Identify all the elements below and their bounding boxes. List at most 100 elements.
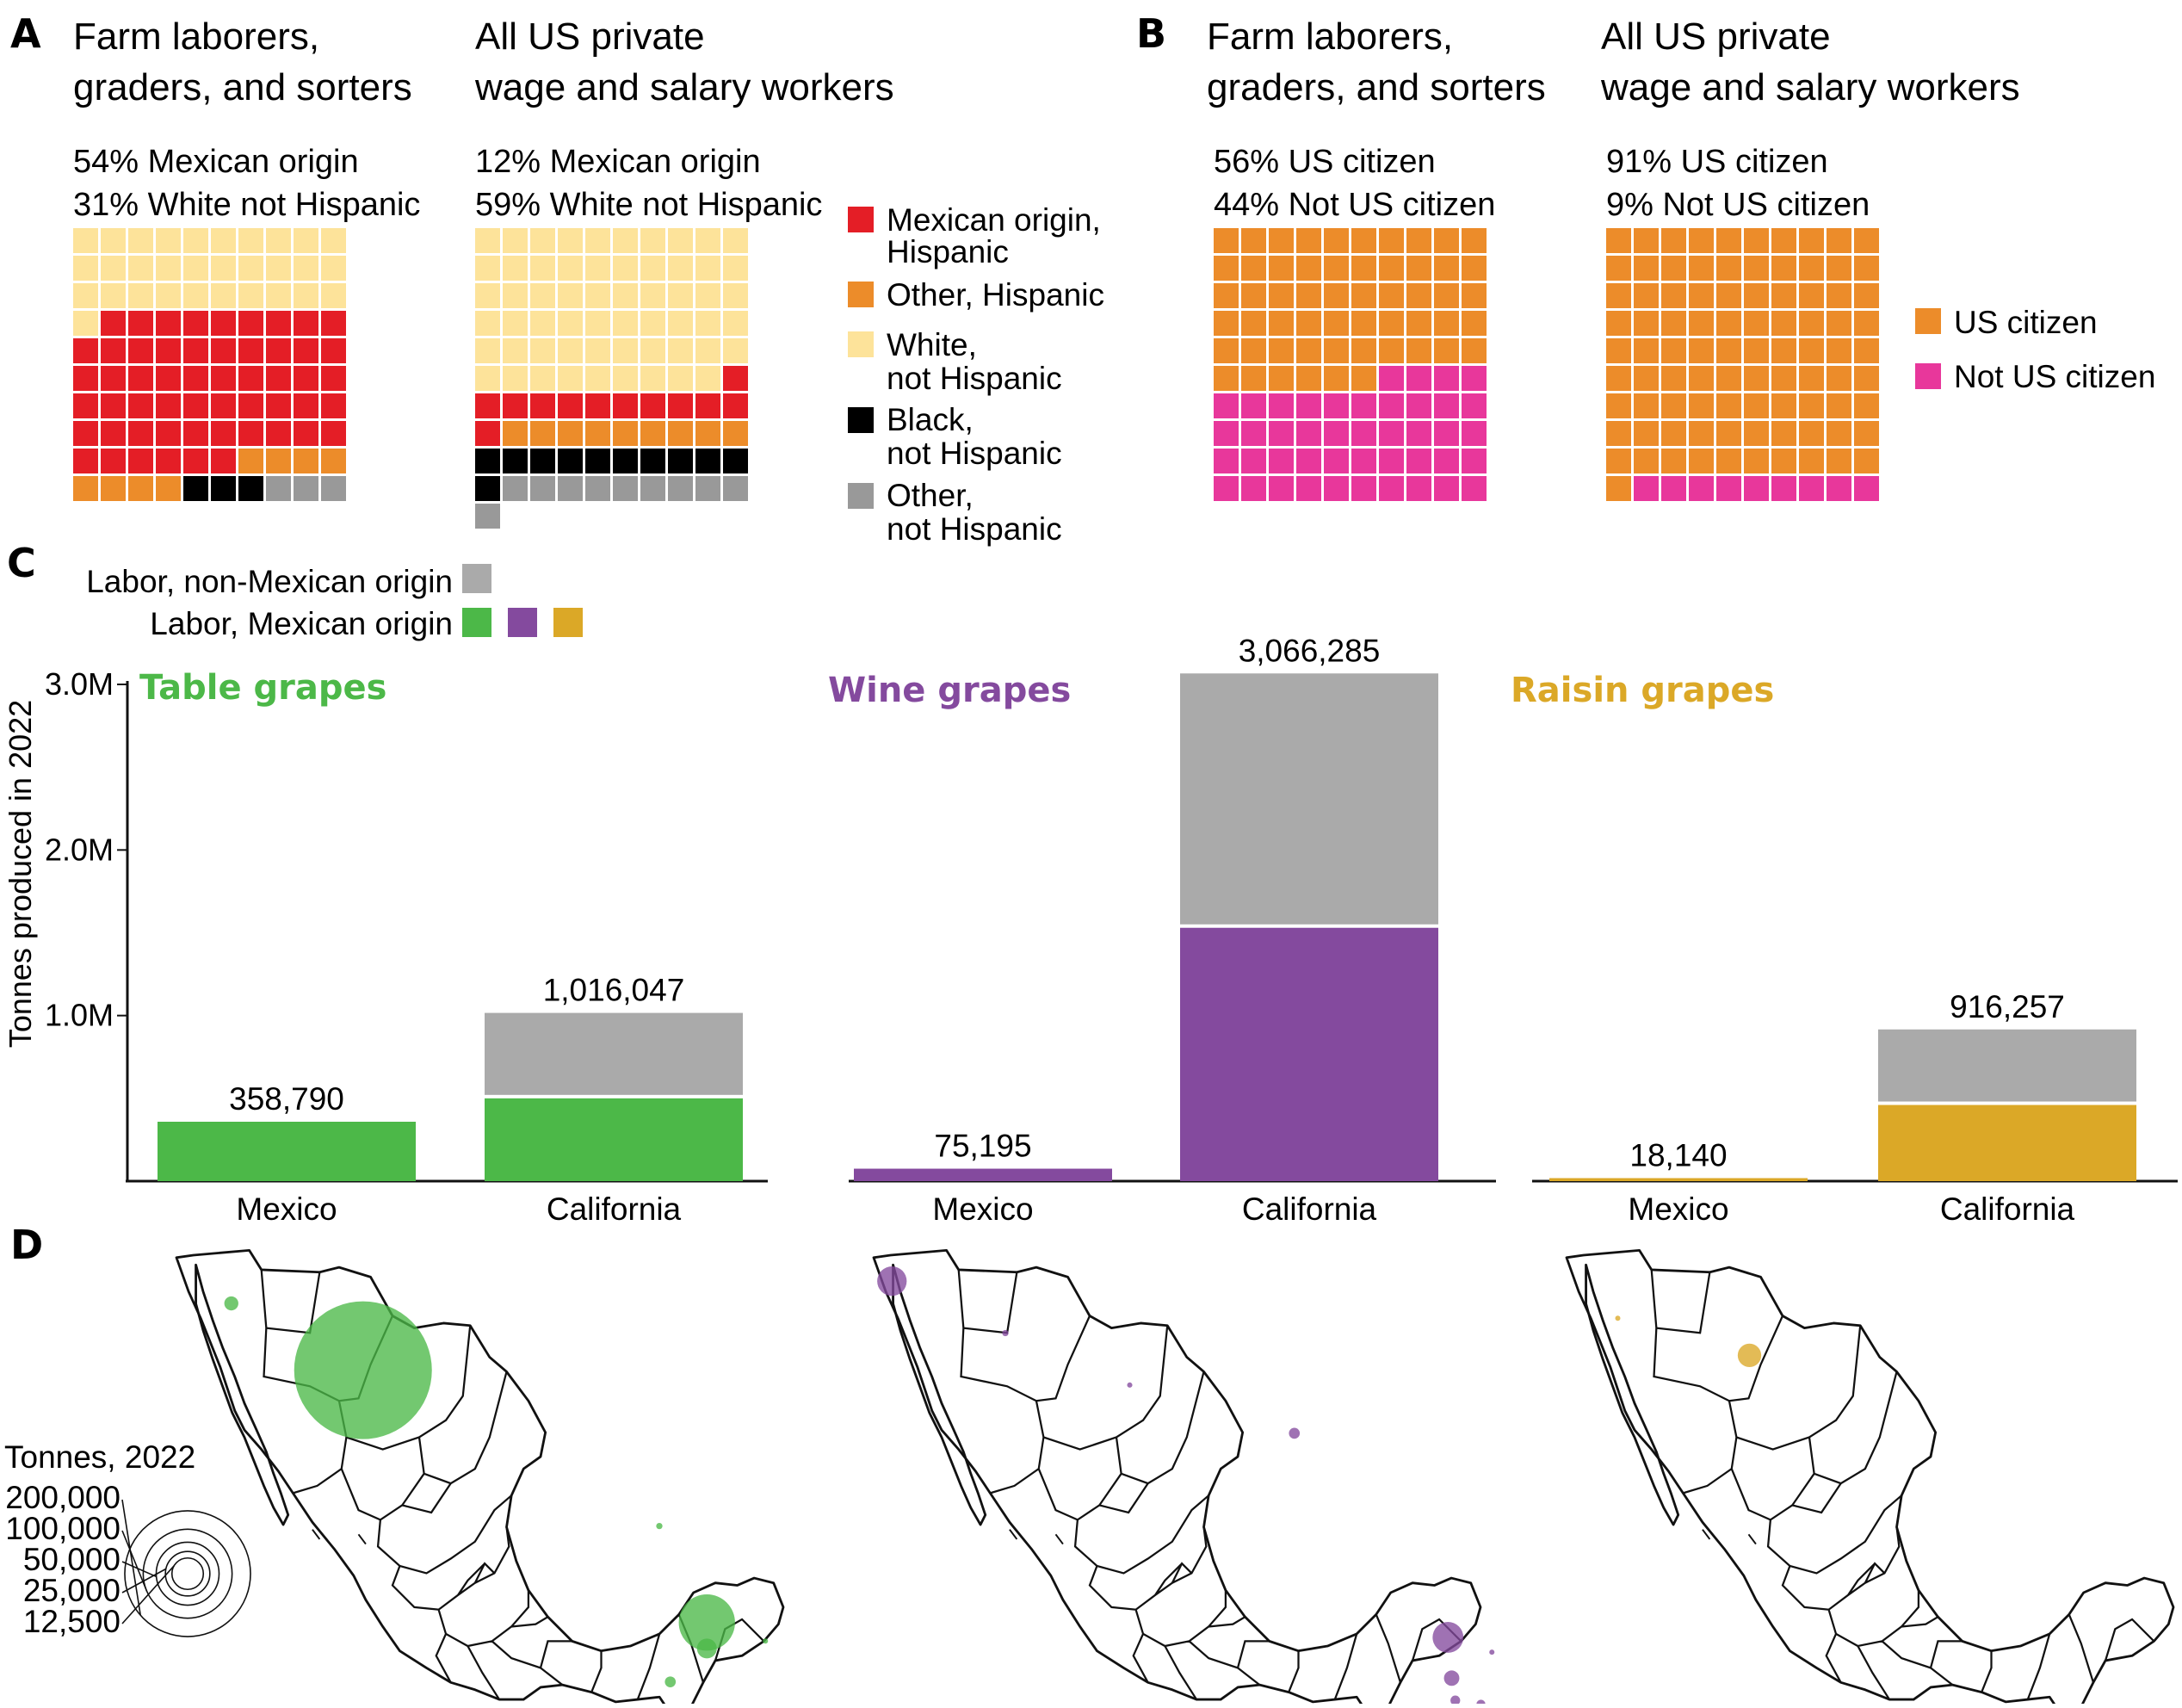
panel-title-table-grapes: Table grapes — [139, 668, 386, 708]
waffle-cell-noncitizen — [1214, 393, 1239, 418]
waffle-cell-citizen — [1661, 338, 1686, 363]
legend-swatch-mexican-origin — [848, 207, 874, 232]
panel-title-wine-grapes: Wine grapes — [828, 671, 1071, 710]
waffle-cell-noncitizen — [1744, 476, 1769, 501]
waffle-cell-mexican — [101, 366, 126, 391]
waffle-cell-mexican — [238, 338, 263, 363]
waffle-cell-citizen — [1827, 338, 1851, 363]
waffle-a2-stat-line1: 12% Mexican origin — [475, 144, 761, 180]
waffle-b2-stat-line1: 91% US citizen — [1606, 144, 1828, 180]
waffle-cell-white — [613, 283, 638, 308]
waffle-cell-citizen — [1661, 283, 1686, 308]
waffle-cell-mexican — [73, 366, 98, 391]
bubble-wine-grapes — [1002, 1329, 1009, 1337]
waffle-a2-title-line1: All US private — [475, 15, 705, 58]
waffle-cell-white — [101, 228, 126, 253]
legend-other-line2: not Hispanic — [887, 511, 1062, 547]
waffle-cell-black — [668, 449, 693, 473]
waffle-cell-white — [668, 228, 693, 253]
waffle-cell-citizen — [1269, 338, 1294, 363]
waffle-cell-white — [723, 228, 748, 253]
waffle-cell-citizen — [1296, 256, 1321, 281]
x-category-label: California — [1242, 1191, 1377, 1227]
bubble-wine-grapes — [877, 1266, 907, 1296]
waffle-cell-mexican — [101, 449, 126, 473]
x-category-label: California — [547, 1191, 682, 1227]
x-category-label: California — [1940, 1191, 2075, 1227]
waffle-cell-mexican — [238, 366, 263, 391]
waffle-cell-white — [503, 338, 528, 363]
waffle-cell-noncitizen — [1661, 476, 1686, 501]
waffle-cell-citizen — [1296, 283, 1321, 308]
bubble-wine-grapes — [1432, 1622, 1464, 1653]
waffle-cell-noncitizen — [1716, 476, 1741, 501]
bubble-table-grapes — [678, 1594, 735, 1651]
legend-black-line2: not Hispanic — [887, 436, 1062, 471]
legend-swatch-non-mexican-labor — [462, 564, 491, 593]
waffle-cell-citizen — [1854, 338, 1879, 363]
legend-swatch-mexican-labor-wine — [508, 608, 537, 637]
waffle-cell-citizen — [1324, 256, 1349, 281]
waffle-cell-citizen — [1716, 449, 1741, 473]
waffle-cell-citizen — [1689, 449, 1714, 473]
waffle-cell-other — [668, 476, 693, 501]
waffle-cell-white — [530, 338, 555, 363]
waffle-cell-white — [530, 311, 555, 336]
waffle-cell-noncitizen — [1351, 393, 1376, 418]
waffle-cell-noncitizen — [1269, 449, 1294, 473]
waffle-cell-mexican — [183, 311, 208, 336]
waffle-cell-noncitizen — [1241, 393, 1266, 418]
legend-swatch-other — [848, 483, 874, 509]
size-legend-leader — [121, 1561, 157, 1578]
waffle-cell-citizen — [1771, 393, 1796, 418]
waffle-cell-white — [723, 256, 748, 281]
waffle-cell-citizen — [1214, 338, 1239, 363]
waffle-cell-citizen — [1634, 256, 1659, 281]
waffle-cell-citizen — [1799, 449, 1824, 473]
size-legend-leader — [121, 1568, 167, 1594]
waffle-a1-grid — [73, 228, 346, 501]
waffle-cell-black — [238, 476, 263, 501]
waffle-cell-citizen — [1406, 338, 1431, 363]
waffle-cell-black — [695, 449, 720, 473]
legend-other-line1: Other, — [887, 478, 974, 513]
waffle-cell-white — [723, 311, 748, 336]
legend-swatch-us-citizen — [1915, 308, 1941, 334]
waffle-cell-citizen — [1744, 228, 1769, 253]
waffle-cell-mexican — [475, 421, 500, 446]
waffle-cell-white — [613, 228, 638, 253]
waffle-cell-citizen — [1689, 421, 1714, 446]
waffle-cell-citizen — [1351, 366, 1376, 391]
waffle-cell-citizen — [1406, 283, 1431, 308]
waffle-cell-white — [101, 256, 126, 281]
waffle-cell-mexican — [294, 338, 318, 363]
waffle-cell-mexican — [73, 421, 98, 446]
waffle-cell-white — [558, 228, 583, 253]
waffle-cell-citizen — [1241, 338, 1266, 363]
waffle-cell-mexican — [128, 393, 153, 418]
waffle-cell-mexican — [183, 338, 208, 363]
waffle-cell-citizen — [1827, 228, 1851, 253]
waffle-cell-citizen — [1661, 449, 1686, 473]
waffle-cell-citizen — [1634, 393, 1659, 418]
waffle-cell-mexican — [640, 393, 665, 418]
waffle-cell-citizen — [1689, 366, 1714, 391]
waffle-cell-black — [723, 449, 748, 473]
waffle-cell-citizen — [1661, 421, 1686, 446]
waffle-cell-other_hispanic — [238, 449, 263, 473]
waffle-cell-white — [723, 283, 748, 308]
waffle-cell-white — [294, 283, 318, 308]
waffle-cell-noncitizen — [1241, 476, 1266, 501]
waffle-cell-white — [73, 228, 98, 253]
bar-total-label: 916,257 — [1950, 989, 2065, 1024]
waffle-cell-citizen — [1634, 338, 1659, 363]
waffle-cell-white — [668, 338, 693, 363]
waffle-cell-noncitizen — [1379, 476, 1404, 501]
bubble-table-grapes — [696, 1638, 717, 1659]
waffle-cell-other — [530, 476, 555, 501]
waffle-cell-citizen — [1689, 228, 1714, 253]
waffle-cell-other — [585, 476, 610, 501]
